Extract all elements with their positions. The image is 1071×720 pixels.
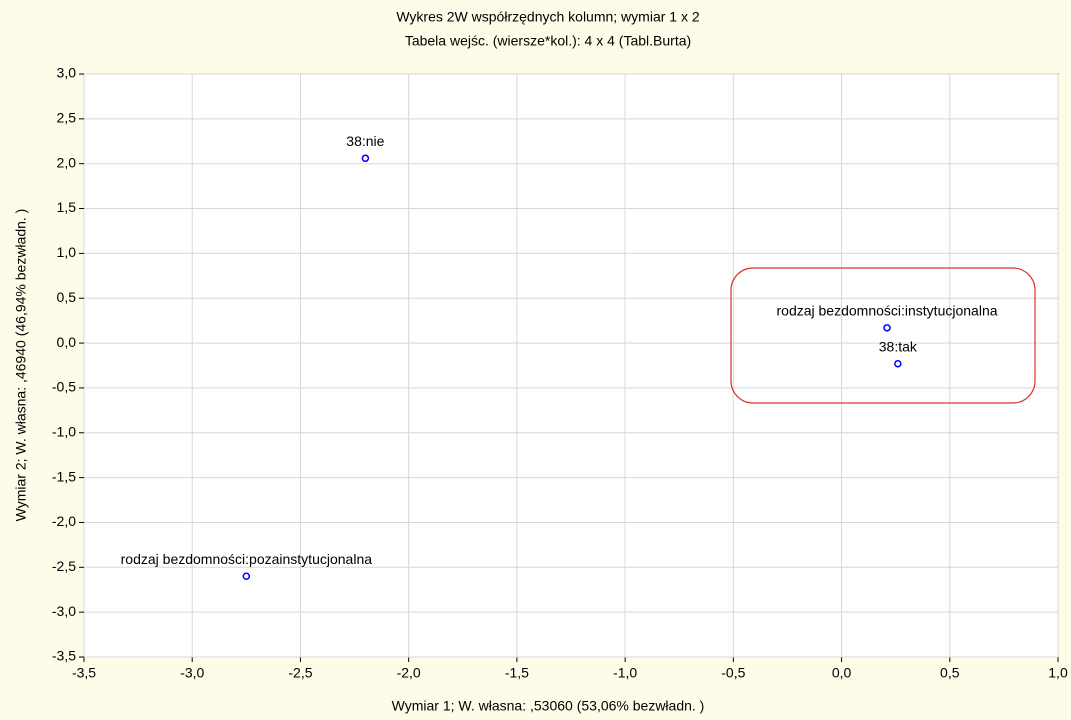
y-tick-label: -3,0 (52, 603, 76, 619)
chart-subtitle: Tabela wejśc. (wiersze*kol.): 4 x 4 (Tab… (405, 33, 691, 49)
y-tick-label: -0,5 (52, 379, 76, 395)
point (242, 572, 251, 581)
x-tick-label: -1,5 (505, 665, 529, 681)
x-tick-label: 1,0 (1048, 665, 1068, 681)
y-tick-label: -2,0 (52, 513, 76, 529)
y-tick-label: 2,5 (57, 110, 77, 126)
point-label: 38:nie (346, 133, 384, 149)
point-label: rodzaj bezdomności:pozainstytucjonalna (121, 551, 373, 567)
point (883, 324, 891, 332)
x-tick-label: -2,5 (288, 665, 312, 681)
point-label: rodzaj bezdomności:instytucjonalna (777, 303, 998, 319)
y-tick-label: 0,0 (57, 334, 77, 350)
point-label: 38:tak (879, 338, 918, 354)
y-tick-label: -3,5 (52, 648, 76, 664)
y-tick-label: 1,0 (57, 244, 77, 260)
x-tick-label: -3,0 (180, 665, 204, 681)
x-tick-label: 0,0 (832, 665, 852, 681)
x-tick-label: 0,5 (940, 665, 960, 681)
y-tick-label: -2,5 (52, 558, 76, 574)
highlight-box (730, 267, 1036, 404)
point (361, 154, 370, 163)
y-tick-label: 2,0 (57, 154, 77, 170)
chart-title: Wykres 2W współrzędnych kolumn; wymiar 1… (396, 9, 700, 25)
y-tick-label: -1,0 (52, 423, 76, 439)
x-tick-label: -0,5 (721, 665, 745, 681)
plot-area (83, 73, 1059, 658)
y-tick-label: -1,5 (52, 468, 76, 484)
y-tick-label: 1,5 (57, 199, 77, 215)
x-tick-label: -3,5 (72, 665, 96, 681)
y-axis-label: Wymiar 2; W. własna: ,46940 (46,94% bezw… (13, 209, 29, 522)
y-tick-label: 0,5 (57, 289, 77, 305)
x-tick-label: -2,0 (397, 665, 421, 681)
y-tick-label: 3,0 (57, 65, 77, 81)
point (894, 359, 902, 368)
x-axis-label: Wymiar 1; W. własna: ,53060 (53,06% bezw… (392, 698, 705, 714)
marks: -3,5 -3,0 -2,5 -2,0 -1,5 -1,0 -0,5 0,0 0,5 1,0 3,0… (52, 65, 1068, 681)
x-tick-label: -1,0 (613, 665, 637, 681)
